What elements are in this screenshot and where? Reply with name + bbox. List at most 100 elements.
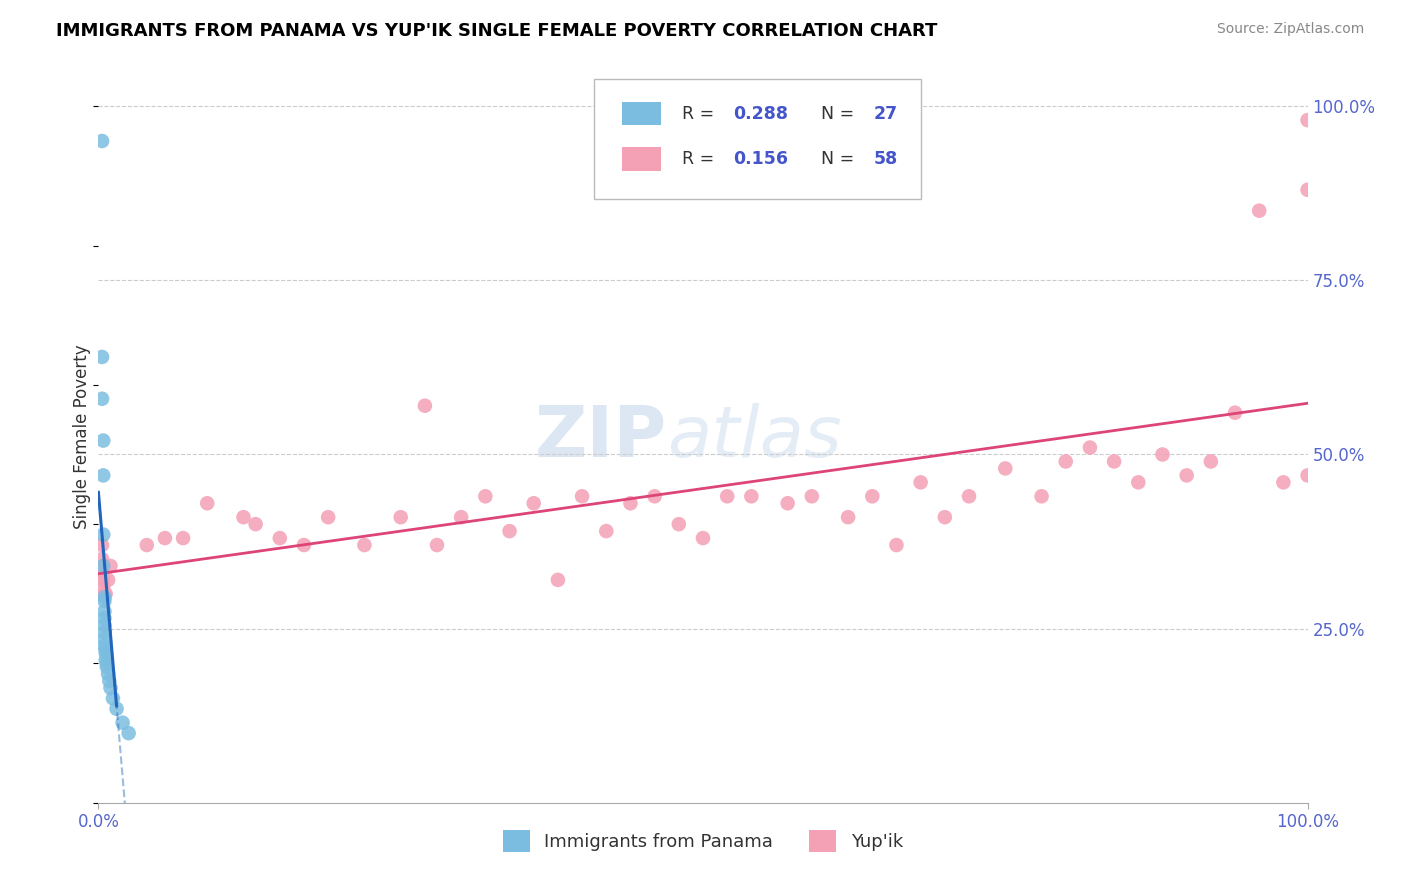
Point bbox=[93, 632, 115, 646]
Point bbox=[94, 646, 117, 660]
Point bbox=[292, 538, 315, 552]
Point bbox=[389, 510, 412, 524]
Y-axis label: Single Female Poverty: Single Female Poverty bbox=[73, 345, 91, 529]
Point bbox=[994, 461, 1017, 475]
Point bbox=[523, 496, 546, 510]
Point bbox=[93, 625, 115, 640]
Point bbox=[118, 726, 141, 740]
Text: 58: 58 bbox=[873, 150, 898, 168]
Point bbox=[153, 531, 176, 545]
Point bbox=[413, 399, 436, 413]
Point bbox=[498, 524, 520, 538]
Point bbox=[1152, 448, 1174, 462]
Point bbox=[547, 573, 569, 587]
Point bbox=[93, 587, 115, 601]
Point bbox=[94, 653, 117, 667]
Point bbox=[111, 715, 134, 730]
Point bbox=[105, 702, 128, 716]
Point bbox=[100, 681, 122, 695]
Point bbox=[101, 691, 124, 706]
Point bbox=[98, 673, 121, 688]
Point bbox=[426, 538, 449, 552]
Point bbox=[91, 527, 114, 541]
Point bbox=[94, 587, 117, 601]
Point bbox=[91, 573, 114, 587]
Point bbox=[316, 510, 339, 524]
Point bbox=[837, 510, 859, 524]
Point bbox=[1296, 113, 1319, 128]
Point bbox=[91, 538, 114, 552]
Point bbox=[96, 660, 118, 674]
Point bbox=[740, 489, 762, 503]
Point bbox=[172, 531, 194, 545]
Point bbox=[91, 134, 114, 148]
Point bbox=[1031, 489, 1053, 503]
Point bbox=[100, 558, 122, 573]
Point bbox=[1199, 454, 1222, 468]
Point bbox=[716, 489, 738, 503]
Point bbox=[91, 350, 114, 364]
Point bbox=[91, 580, 114, 594]
Point bbox=[93, 618, 115, 632]
Point bbox=[91, 558, 114, 573]
Point bbox=[91, 392, 114, 406]
Point bbox=[94, 642, 117, 657]
Point bbox=[1296, 468, 1319, 483]
Point bbox=[1078, 441, 1101, 455]
Point bbox=[195, 496, 218, 510]
Point bbox=[97, 667, 120, 681]
Point bbox=[93, 611, 115, 625]
Text: 0.156: 0.156 bbox=[734, 150, 789, 168]
Point bbox=[800, 489, 823, 503]
Bar bbox=[621, 147, 661, 171]
Point bbox=[595, 524, 617, 538]
Point bbox=[910, 475, 932, 490]
Point bbox=[450, 510, 472, 524]
Text: R =: R = bbox=[682, 150, 720, 168]
Point bbox=[860, 489, 883, 503]
Point bbox=[934, 510, 956, 524]
Text: 0.288: 0.288 bbox=[734, 104, 789, 123]
Text: N =: N = bbox=[821, 150, 860, 168]
Point bbox=[1054, 454, 1077, 468]
Point bbox=[1102, 454, 1125, 468]
Point bbox=[619, 496, 641, 510]
Bar bbox=[621, 102, 661, 126]
Text: Source: ZipAtlas.com: Source: ZipAtlas.com bbox=[1216, 22, 1364, 37]
Point bbox=[644, 489, 666, 503]
Point bbox=[97, 573, 120, 587]
Point bbox=[135, 538, 157, 552]
Point bbox=[957, 489, 980, 503]
Text: IMMIGRANTS FROM PANAMA VS YUP'IK SINGLE FEMALE POVERTY CORRELATION CHART: IMMIGRANTS FROM PANAMA VS YUP'IK SINGLE … bbox=[56, 22, 938, 40]
Text: 27: 27 bbox=[873, 104, 897, 123]
Point bbox=[353, 538, 375, 552]
Text: atlas: atlas bbox=[666, 402, 841, 472]
Point bbox=[776, 496, 799, 510]
Text: N =: N = bbox=[821, 104, 860, 123]
Point bbox=[1175, 468, 1198, 483]
Point bbox=[93, 594, 115, 608]
Point bbox=[692, 531, 714, 545]
Legend: Immigrants from Panama, Yup'ik: Immigrants from Panama, Yup'ik bbox=[496, 823, 910, 860]
Point bbox=[91, 468, 114, 483]
Point bbox=[1249, 203, 1271, 218]
Point bbox=[91, 566, 114, 580]
Point bbox=[1223, 406, 1246, 420]
Point bbox=[474, 489, 496, 503]
Point bbox=[1296, 183, 1319, 197]
Point bbox=[91, 434, 114, 448]
Point bbox=[93, 591, 115, 605]
Point bbox=[1272, 475, 1295, 490]
Point bbox=[245, 517, 267, 532]
Point bbox=[269, 531, 291, 545]
Text: ZIP: ZIP bbox=[534, 402, 666, 472]
FancyBboxPatch shape bbox=[595, 78, 921, 200]
Point bbox=[91, 552, 114, 566]
Point bbox=[886, 538, 908, 552]
Point bbox=[668, 517, 690, 532]
Point bbox=[1128, 475, 1150, 490]
Point bbox=[96, 657, 118, 671]
Text: R =: R = bbox=[682, 104, 720, 123]
Point bbox=[232, 510, 254, 524]
Point bbox=[93, 639, 115, 653]
